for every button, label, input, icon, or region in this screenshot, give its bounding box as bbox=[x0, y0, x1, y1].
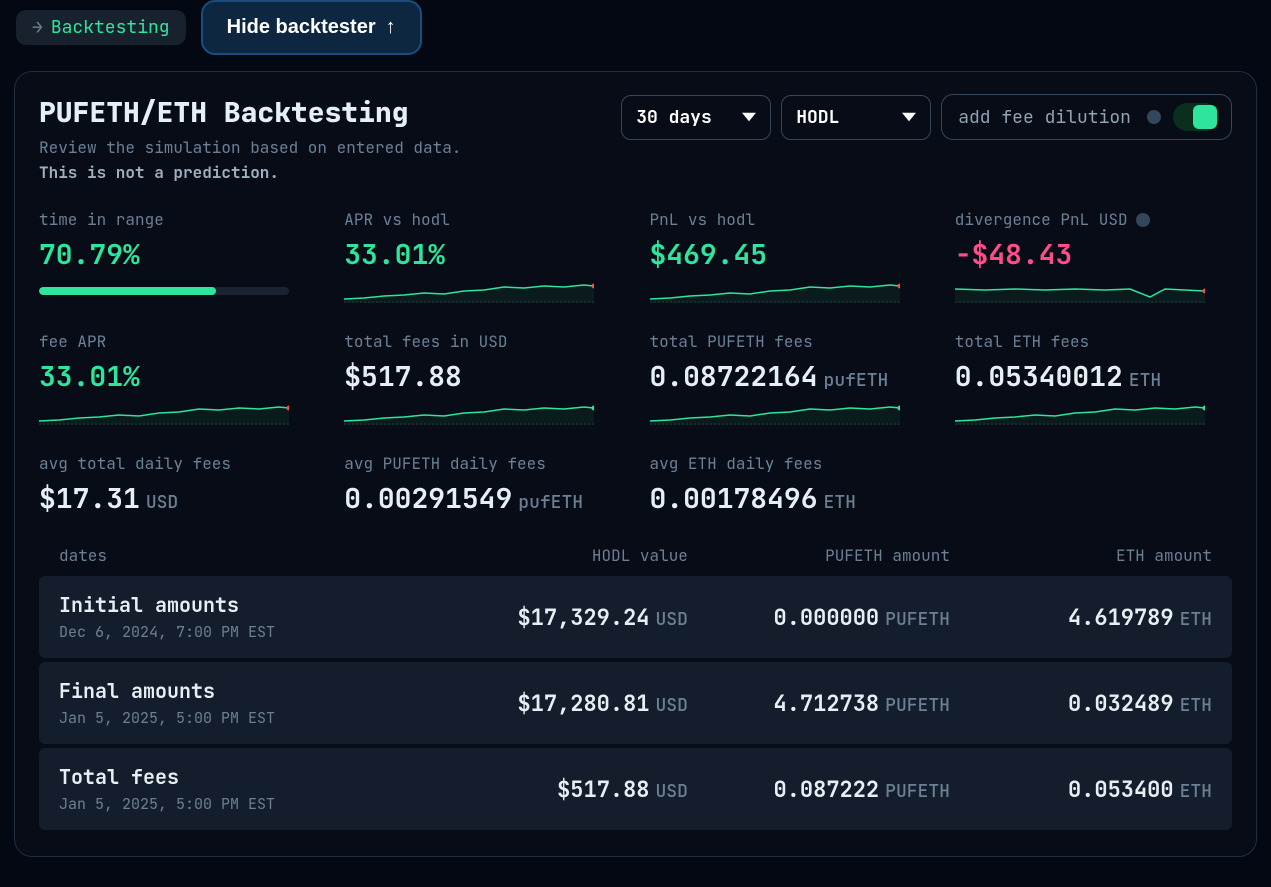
metric: avg PUFETH daily fees 0.00291549pufETH bbox=[344, 453, 621, 517]
breadcrumb-tag[interactable]: → Backtesting bbox=[16, 10, 186, 45]
metric: total PUFETH fees 0.08722164pufETH bbox=[650, 331, 927, 425]
cell-eth: 0.032489ETH bbox=[950, 689, 1212, 718]
col-pufeth: PUFETH amount bbox=[688, 545, 950, 566]
cell-hodl: $17,280.81USD bbox=[426, 689, 688, 718]
table-row: Final amounts Jan 5, 2025, 5:00 PM EST $… bbox=[39, 662, 1232, 744]
sparkline bbox=[344, 403, 594, 425]
subtitle-warning: This is not a prediction. bbox=[39, 162, 461, 183]
row-label: Initial amounts bbox=[59, 592, 426, 618]
row-label: Total fees bbox=[59, 764, 426, 790]
info-icon[interactable] bbox=[1136, 213, 1150, 227]
metric: fee APR 33.01% bbox=[39, 331, 316, 425]
cell-eth: 0.053400ETH bbox=[950, 775, 1212, 804]
col-hodl: HODL value bbox=[426, 545, 688, 566]
fee-dilution-control: add fee dilution bbox=[941, 94, 1232, 140]
row-date: Jan 5, 2025, 5:00 PM EST bbox=[59, 708, 426, 728]
metric: PnL vs hodl $469.45 bbox=[650, 209, 927, 303]
cell-pufeth: 0.000000PUFETH bbox=[688, 603, 950, 632]
metric-value: 0.00291549pufETH bbox=[344, 480, 621, 517]
metric-label: total PUFETH fees bbox=[650, 331, 927, 352]
metrics-grid: time in range 70.79% APR vs hodl 33.01% … bbox=[39, 209, 1232, 517]
metric-value: 33.01% bbox=[39, 358, 316, 395]
cell-pufeth: 0.087222PUFETH bbox=[688, 775, 950, 804]
metric-value: $17.31USD bbox=[39, 480, 316, 517]
sparkline bbox=[650, 403, 900, 425]
amounts-table: dates HODL value PUFETH amount ETH amoun… bbox=[39, 545, 1232, 830]
metric-label: fee APR bbox=[39, 331, 316, 352]
backtesting-panel: PUFETH/ETH Backtesting Review the simula… bbox=[14, 71, 1257, 857]
metric: time in range 70.79% bbox=[39, 209, 316, 303]
mode-value: HODL bbox=[796, 106, 839, 129]
row-date: Dec 6, 2024, 7:00 PM EST bbox=[59, 622, 426, 642]
metric-label: PnL vs hodl bbox=[650, 209, 927, 230]
metric-label: avg total daily fees bbox=[39, 453, 316, 474]
chevron-down-icon bbox=[902, 110, 916, 124]
cell-pufeth: 4.712738PUFETH bbox=[688, 689, 950, 718]
period-select[interactable]: 30 days bbox=[621, 95, 771, 140]
metric-label: total fees in USD bbox=[344, 331, 621, 352]
row-date: Jan 5, 2025, 5:00 PM EST bbox=[59, 794, 426, 814]
metric-value: 70.79% bbox=[39, 236, 316, 273]
metric: total fees in USD $517.88 bbox=[344, 331, 621, 425]
row-label: Final amounts bbox=[59, 678, 426, 704]
arrow-up-icon: ↑ bbox=[386, 16, 396, 39]
sparkline bbox=[955, 281, 1205, 303]
cell-hodl: $17,329.24USD bbox=[426, 603, 688, 632]
table-header: dates HODL value PUFETH amount ETH amoun… bbox=[39, 545, 1232, 576]
metric-unit: pufETH bbox=[824, 369, 889, 392]
hide-backtester-button[interactable]: Hide backtester ↑ bbox=[201, 0, 422, 55]
sparkline bbox=[39, 403, 289, 425]
metric-value: $469.45 bbox=[650, 236, 927, 273]
metric-unit: USD bbox=[146, 491, 178, 514]
metric: total ETH fees 0.05340012ETH bbox=[955, 331, 1232, 425]
sparkline bbox=[650, 281, 900, 303]
metric-unit: ETH bbox=[1129, 369, 1161, 392]
page-title: PUFETH/ETH Backtesting bbox=[39, 94, 461, 131]
sparkline bbox=[344, 281, 594, 303]
col-dates: dates bbox=[59, 545, 426, 566]
metric-value: 33.01% bbox=[344, 236, 621, 273]
metric-label: avg ETH daily fees bbox=[650, 453, 927, 474]
metric: avg ETH daily fees 0.00178496ETH bbox=[650, 453, 927, 517]
arrow-right-icon: → bbox=[32, 16, 43, 39]
metric: divergence PnL USD -$48.43 bbox=[955, 209, 1232, 303]
metric-label: time in range bbox=[39, 209, 316, 230]
info-icon[interactable] bbox=[1147, 110, 1161, 124]
progress-bar bbox=[39, 287, 289, 295]
metric-unit: ETH bbox=[824, 491, 856, 514]
table-row: Initial amounts Dec 6, 2024, 7:00 PM EST… bbox=[39, 576, 1232, 658]
hide-button-label: Hide backtester bbox=[227, 16, 376, 39]
metric-label: APR vs hodl bbox=[344, 209, 621, 230]
subtitle: Review the simulation based on entered d… bbox=[39, 137, 461, 158]
metric-value: 0.00178496ETH bbox=[650, 480, 927, 517]
metric-label: divergence PnL USD bbox=[955, 209, 1232, 230]
metric-label: avg PUFETH daily fees bbox=[344, 453, 621, 474]
controls: 30 days HODL add fee dilution bbox=[621, 94, 1232, 140]
mode-select[interactable]: HODL bbox=[781, 95, 931, 140]
metric-value: 0.05340012ETH bbox=[955, 358, 1232, 395]
dilution-toggle[interactable] bbox=[1173, 103, 1219, 131]
metric: APR vs hodl 33.01% bbox=[344, 209, 621, 303]
period-value: 30 days bbox=[636, 106, 712, 129]
sparkline bbox=[955, 403, 1205, 425]
col-eth: ETH amount bbox=[950, 545, 1212, 566]
metric-unit: pufETH bbox=[518, 491, 583, 514]
metric-value: $517.88 bbox=[344, 358, 621, 395]
metric: avg total daily fees $17.31USD bbox=[39, 453, 316, 517]
chevron-down-icon bbox=[742, 110, 756, 124]
cell-eth: 4.619789ETH bbox=[950, 603, 1212, 632]
dilution-label: add fee dilution bbox=[958, 106, 1131, 129]
table-row: Total fees Jan 5, 2025, 5:00 PM EST $517… bbox=[39, 748, 1232, 830]
metric bbox=[955, 453, 1232, 517]
metric-value: -$48.43 bbox=[955, 236, 1232, 273]
metric-value: 0.08722164pufETH bbox=[650, 358, 927, 395]
metric-label: total ETH fees bbox=[955, 331, 1232, 352]
breadcrumb-label: Backtesting bbox=[51, 16, 170, 39]
cell-hodl: $517.88USD bbox=[426, 775, 688, 804]
